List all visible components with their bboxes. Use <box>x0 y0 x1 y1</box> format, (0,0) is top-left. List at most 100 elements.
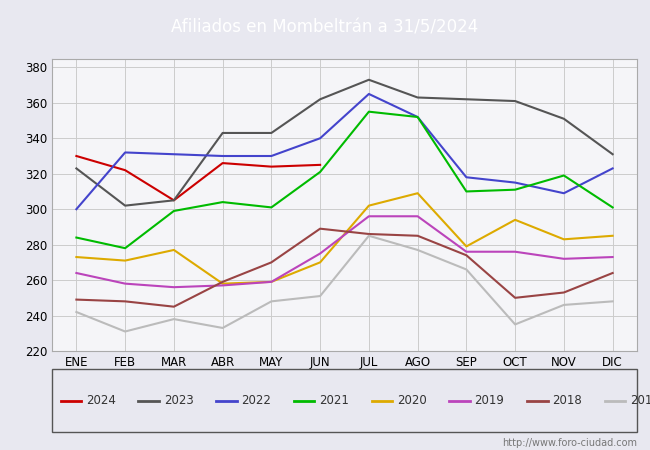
2018 <box>316 226 324 231</box>
2018 <box>72 297 81 302</box>
2023 <box>170 198 178 203</box>
2024 <box>72 153 81 159</box>
2022 <box>170 152 178 157</box>
2023 <box>218 130 227 135</box>
2021 <box>72 235 81 240</box>
2023 <box>268 130 276 135</box>
2020 <box>560 237 568 242</box>
2019 <box>365 214 373 219</box>
2021 <box>511 187 519 193</box>
2017 <box>463 267 471 272</box>
2017 <box>72 309 81 315</box>
2022 <box>268 153 276 159</box>
Line: 2020: 2020 <box>77 193 612 284</box>
2019 <box>560 256 568 261</box>
2017 <box>170 316 178 322</box>
2021 <box>316 169 324 175</box>
Line: 2017: 2017 <box>77 236 612 332</box>
2022 <box>413 114 421 120</box>
2017 <box>316 293 324 299</box>
Line: 2023: 2023 <box>77 80 612 206</box>
2020 <box>608 233 616 238</box>
Line: 2021: 2021 <box>77 112 612 248</box>
2020 <box>511 217 519 222</box>
Text: http://www.foro-ciudad.com: http://www.foro-ciudad.com <box>502 438 637 448</box>
2019 <box>511 249 519 254</box>
2018 <box>463 252 471 258</box>
2017 <box>560 302 568 308</box>
Text: 2023: 2023 <box>164 394 194 407</box>
2021 <box>218 199 227 205</box>
Line: 2019: 2019 <box>77 216 612 287</box>
2021 <box>608 205 616 210</box>
2020 <box>463 244 471 249</box>
2023 <box>121 203 129 208</box>
2019 <box>608 254 616 260</box>
Line: 2024: 2024 <box>77 156 320 200</box>
2017 <box>121 329 129 334</box>
Line: 2018: 2018 <box>77 229 612 307</box>
Text: Afiliados en Mombeltrán a 31/5/2024: Afiliados en Mombeltrán a 31/5/2024 <box>172 18 478 36</box>
2018 <box>560 290 568 295</box>
2018 <box>268 260 276 265</box>
2019 <box>316 251 324 256</box>
2022 <box>511 180 519 185</box>
2017 <box>365 233 373 238</box>
2021 <box>121 246 129 251</box>
2023 <box>72 166 81 171</box>
2018 <box>170 304 178 310</box>
2023 <box>511 99 519 104</box>
2019 <box>268 279 276 284</box>
2024 <box>121 167 129 173</box>
2018 <box>511 295 519 301</box>
2022 <box>365 91 373 97</box>
2021 <box>413 114 421 120</box>
2019 <box>463 249 471 254</box>
2018 <box>608 270 616 276</box>
2018 <box>365 231 373 237</box>
2020 <box>268 279 276 284</box>
2021 <box>365 109 373 114</box>
2018 <box>121 299 129 304</box>
2022 <box>121 150 129 155</box>
2020 <box>170 247 178 252</box>
2023 <box>560 116 568 122</box>
Text: 2024: 2024 <box>86 394 116 407</box>
2023 <box>463 97 471 102</box>
2017 <box>413 247 421 252</box>
Text: 2017: 2017 <box>630 394 650 407</box>
2017 <box>511 322 519 327</box>
2021 <box>463 189 471 194</box>
Line: 2022: 2022 <box>77 94 612 209</box>
2019 <box>413 214 421 219</box>
2019 <box>218 283 227 288</box>
Text: 2020: 2020 <box>396 394 426 407</box>
2023 <box>608 152 616 157</box>
2021 <box>268 205 276 210</box>
2018 <box>218 279 227 284</box>
2020 <box>316 260 324 265</box>
2022 <box>72 207 81 212</box>
Text: 2022: 2022 <box>241 394 271 407</box>
Text: 2019: 2019 <box>474 394 504 407</box>
2017 <box>268 299 276 304</box>
2020 <box>121 258 129 263</box>
2024 <box>316 162 324 167</box>
2023 <box>413 95 421 100</box>
2022 <box>608 166 616 171</box>
2023 <box>365 77 373 82</box>
2019 <box>170 284 178 290</box>
2021 <box>560 173 568 178</box>
2024 <box>218 160 227 166</box>
Text: 2018: 2018 <box>552 394 582 407</box>
2024 <box>170 198 178 203</box>
2022 <box>463 175 471 180</box>
Text: 2021: 2021 <box>319 394 349 407</box>
2018 <box>413 233 421 238</box>
2020 <box>413 190 421 196</box>
2020 <box>218 281 227 286</box>
2022 <box>316 135 324 141</box>
2021 <box>170 208 178 214</box>
2017 <box>608 299 616 304</box>
2024 <box>268 164 276 169</box>
